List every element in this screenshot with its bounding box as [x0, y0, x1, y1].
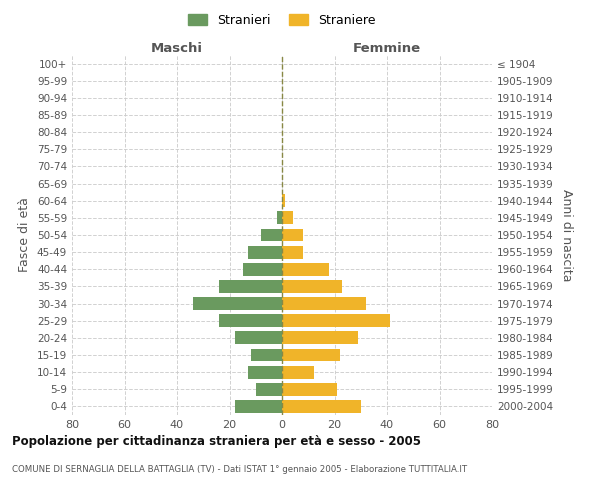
Bar [282, 263, 329, 276]
Bar [235, 400, 282, 413]
Bar [242, 263, 282, 276]
Bar [193, 297, 282, 310]
Bar [282, 246, 303, 258]
Bar [282, 228, 303, 241]
Y-axis label: Fasce di età: Fasce di età [19, 198, 31, 272]
Bar [261, 228, 282, 241]
Y-axis label: Anni di nascita: Anni di nascita [560, 188, 573, 281]
Bar [256, 383, 282, 396]
Bar [282, 297, 366, 310]
Bar [219, 314, 282, 327]
Bar [277, 212, 282, 224]
Bar [282, 194, 284, 207]
Text: Femmine: Femmine [353, 42, 421, 55]
Legend: Stranieri, Straniere: Stranieri, Straniere [184, 8, 380, 32]
Text: COMUNE DI SERNAGLIA DELLA BATTAGLIA (TV) - Dati ISTAT 1° gennaio 2005 - Elaboraz: COMUNE DI SERNAGLIA DELLA BATTAGLIA (TV)… [12, 465, 467, 474]
Bar [282, 366, 314, 378]
Bar [248, 366, 282, 378]
Bar [282, 280, 343, 293]
Bar [251, 348, 282, 362]
Text: Maschi: Maschi [151, 42, 203, 55]
Bar [282, 314, 389, 327]
Bar [248, 246, 282, 258]
Bar [282, 212, 293, 224]
Bar [282, 348, 340, 362]
Bar [235, 332, 282, 344]
Bar [282, 400, 361, 413]
Bar [282, 383, 337, 396]
Bar [282, 332, 358, 344]
Text: Popolazione per cittadinanza straniera per età e sesso - 2005: Popolazione per cittadinanza straniera p… [12, 435, 421, 448]
Bar [219, 280, 282, 293]
